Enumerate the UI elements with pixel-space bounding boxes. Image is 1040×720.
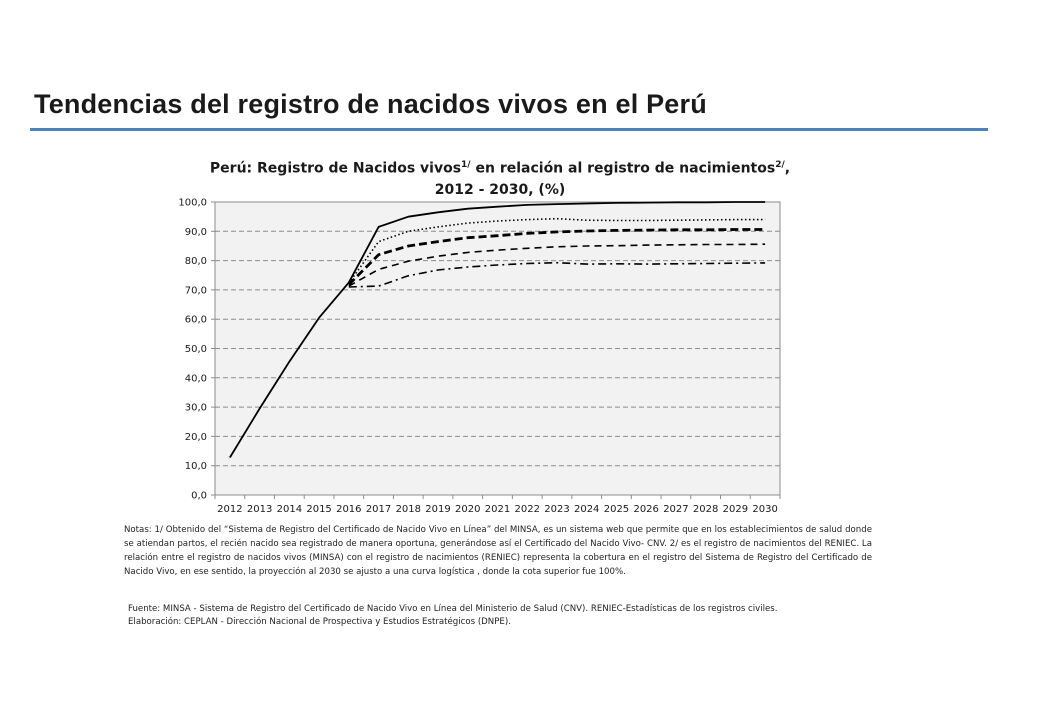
x-tick-label: 2030 xyxy=(752,504,777,515)
y-tick-label: 100,0 xyxy=(178,198,207,209)
series-line-4 xyxy=(348,243,766,287)
chart-title-part-b: en relación al registro de nacimientos xyxy=(470,160,776,177)
x-tick-label: 2027 xyxy=(663,504,688,515)
series-line-3 xyxy=(347,228,766,286)
chart-sources: Fuente: MINSA - Sistema de Registro del … xyxy=(128,603,888,629)
chart-title-part-c: , xyxy=(784,160,791,177)
x-tick-label: 2022 xyxy=(515,504,540,515)
y-tick-label: 20,0 xyxy=(185,432,207,443)
y-tick-label: 80,0 xyxy=(185,256,207,267)
y-tick-label: 30,0 xyxy=(185,403,207,414)
x-tick-label: 2012 xyxy=(217,504,242,515)
chart-title-part-a: Perú: Registro de Nacidos vivos xyxy=(209,160,462,177)
y-tick-label: 10,0 xyxy=(185,461,207,472)
x-tick-label: 2028 xyxy=(693,504,718,515)
chart-title-footnote-2: 2/ xyxy=(775,160,785,170)
x-tick-label: 2013 xyxy=(247,504,272,515)
chart-title-line1: Perú: Registro de Nacidos vivos1/ en rel… xyxy=(150,160,850,177)
x-tick-label: 2020 xyxy=(455,504,480,515)
x-tick-label: 2023 xyxy=(544,504,569,515)
y-tick-label: 0,0 xyxy=(191,491,207,502)
y-tick-label: 90,0 xyxy=(185,227,207,238)
chart-notes: Notas: 1/ Obtenido del “Sistema de Regis… xyxy=(124,525,872,577)
y-tick-label: 60,0 xyxy=(185,315,207,326)
title-divider xyxy=(30,128,988,131)
x-tick-label: 2029 xyxy=(723,504,748,515)
x-tick-label: 2021 xyxy=(485,504,510,515)
source-fuente: Fuente: MINSA - Sistema de Registro del … xyxy=(128,604,778,614)
x-tick-label: 2019 xyxy=(425,504,450,515)
y-tick-label: 40,0 xyxy=(185,373,207,384)
chart-title-line2: 2012 - 2030, (%) xyxy=(434,182,566,198)
x-tick-label: 2015 xyxy=(306,504,331,515)
x-tick-label: 2026 xyxy=(633,504,658,515)
x-tick-label: 2016 xyxy=(336,504,361,515)
x-tick-label: 2014 xyxy=(277,504,302,515)
series-line-2 xyxy=(348,217,766,284)
series-line-1 xyxy=(229,201,766,458)
series-line-5 xyxy=(348,261,766,288)
x-tick-label: 2018 xyxy=(396,504,421,515)
y-tick-label: 70,0 xyxy=(185,285,207,296)
source-elaboracion: Elaboración: CEPLAN - Dirección Nacional… xyxy=(128,617,511,627)
x-tick-label: 2024 xyxy=(574,504,599,515)
slide-title: Tendencias del registro de nacidos vivos… xyxy=(34,89,707,119)
chart-title-footnote-1: 1/ xyxy=(461,160,471,170)
x-tick-label: 2025 xyxy=(604,504,629,515)
y-tick-label: 50,0 xyxy=(185,344,207,355)
x-tick-label: 2017 xyxy=(366,504,391,515)
